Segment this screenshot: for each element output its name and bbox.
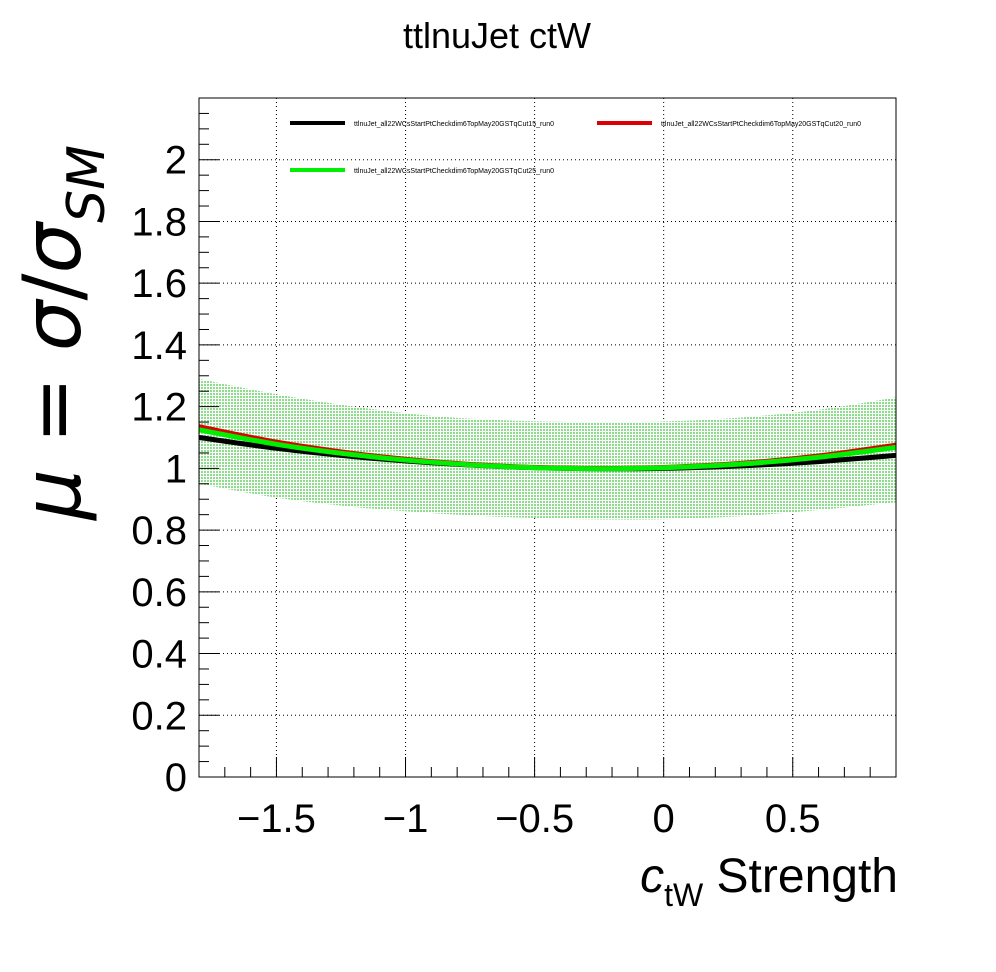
x-tick-label: −1 [383, 797, 429, 841]
legend: ttlnuJet_all22WCsStartPtCheckdim6TopMay2… [290, 121, 861, 175]
y-tick-label: 1.6 [131, 262, 187, 306]
series-layer [199, 424, 896, 472]
legend-label-3: ttlnuJet_all22WCsStartPtCheckdim6TopMay2… [354, 168, 554, 175]
y-tick-label: 2 [165, 139, 187, 183]
y-tick-label: 0 [165, 756, 187, 800]
uncertainty-band-layer [199, 378, 896, 520]
series-line-3 [199, 427, 896, 472]
x-axis-label-sub: tW [664, 877, 704, 913]
axis-ticks [198, 97, 897, 778]
x-tick-label: 0 [653, 797, 675, 841]
chart-title: ttlnuJet ctW [403, 15, 591, 56]
y-tick-label: 0.2 [131, 694, 187, 738]
y-tick-label: 0.8 [131, 509, 187, 553]
y-axis-label-sigma2: σ [6, 221, 99, 274]
x-tick-labels: −1.5 −1 −0.5 0 0.5 [237, 797, 821, 841]
y-tick-label: 1.4 [131, 324, 187, 368]
y-tick-label: 0.6 [131, 571, 187, 615]
y-axis-label-mu: μ [6, 469, 99, 522]
y-axis-label-slash: / [6, 274, 99, 301]
x-tick-label: −0.5 [495, 797, 574, 841]
x-tick-label: −1.5 [237, 797, 316, 841]
uncertainty-band [199, 378, 896, 520]
x-axis-label: ctW Strength [640, 850, 898, 913]
x-axis-label-c: c [640, 850, 664, 903]
y-axis-label-sigma: σ [6, 298, 99, 351]
y-tick-label: 1.2 [131, 386, 187, 430]
y-tick-label: 0.4 [131, 633, 187, 677]
y-axis-label-sub: SM [57, 145, 117, 223]
y-tick-label: 1 [165, 447, 187, 491]
x-tick-label: 0.5 [765, 797, 821, 841]
legend-label-2: ttlnuJet_all22WCsStartPtCheckdim6TopMay2… [661, 121, 861, 128]
y-axis-label: μ = σ/σSM [6, 145, 117, 522]
x-axis-label-suffix: Strength [703, 850, 898, 903]
y-tick-label: 1.8 [131, 200, 187, 244]
legend-label-1: ttlnuJet_all22WCsStartPtCheckdim6TopMay2… [354, 121, 554, 128]
y-tick-labels: 0 0.2 0.4 0.6 0.8 1 1.2 1.4 1.6 1.8 2 [131, 139, 187, 800]
y-axis-label-eq: = [6, 351, 99, 469]
